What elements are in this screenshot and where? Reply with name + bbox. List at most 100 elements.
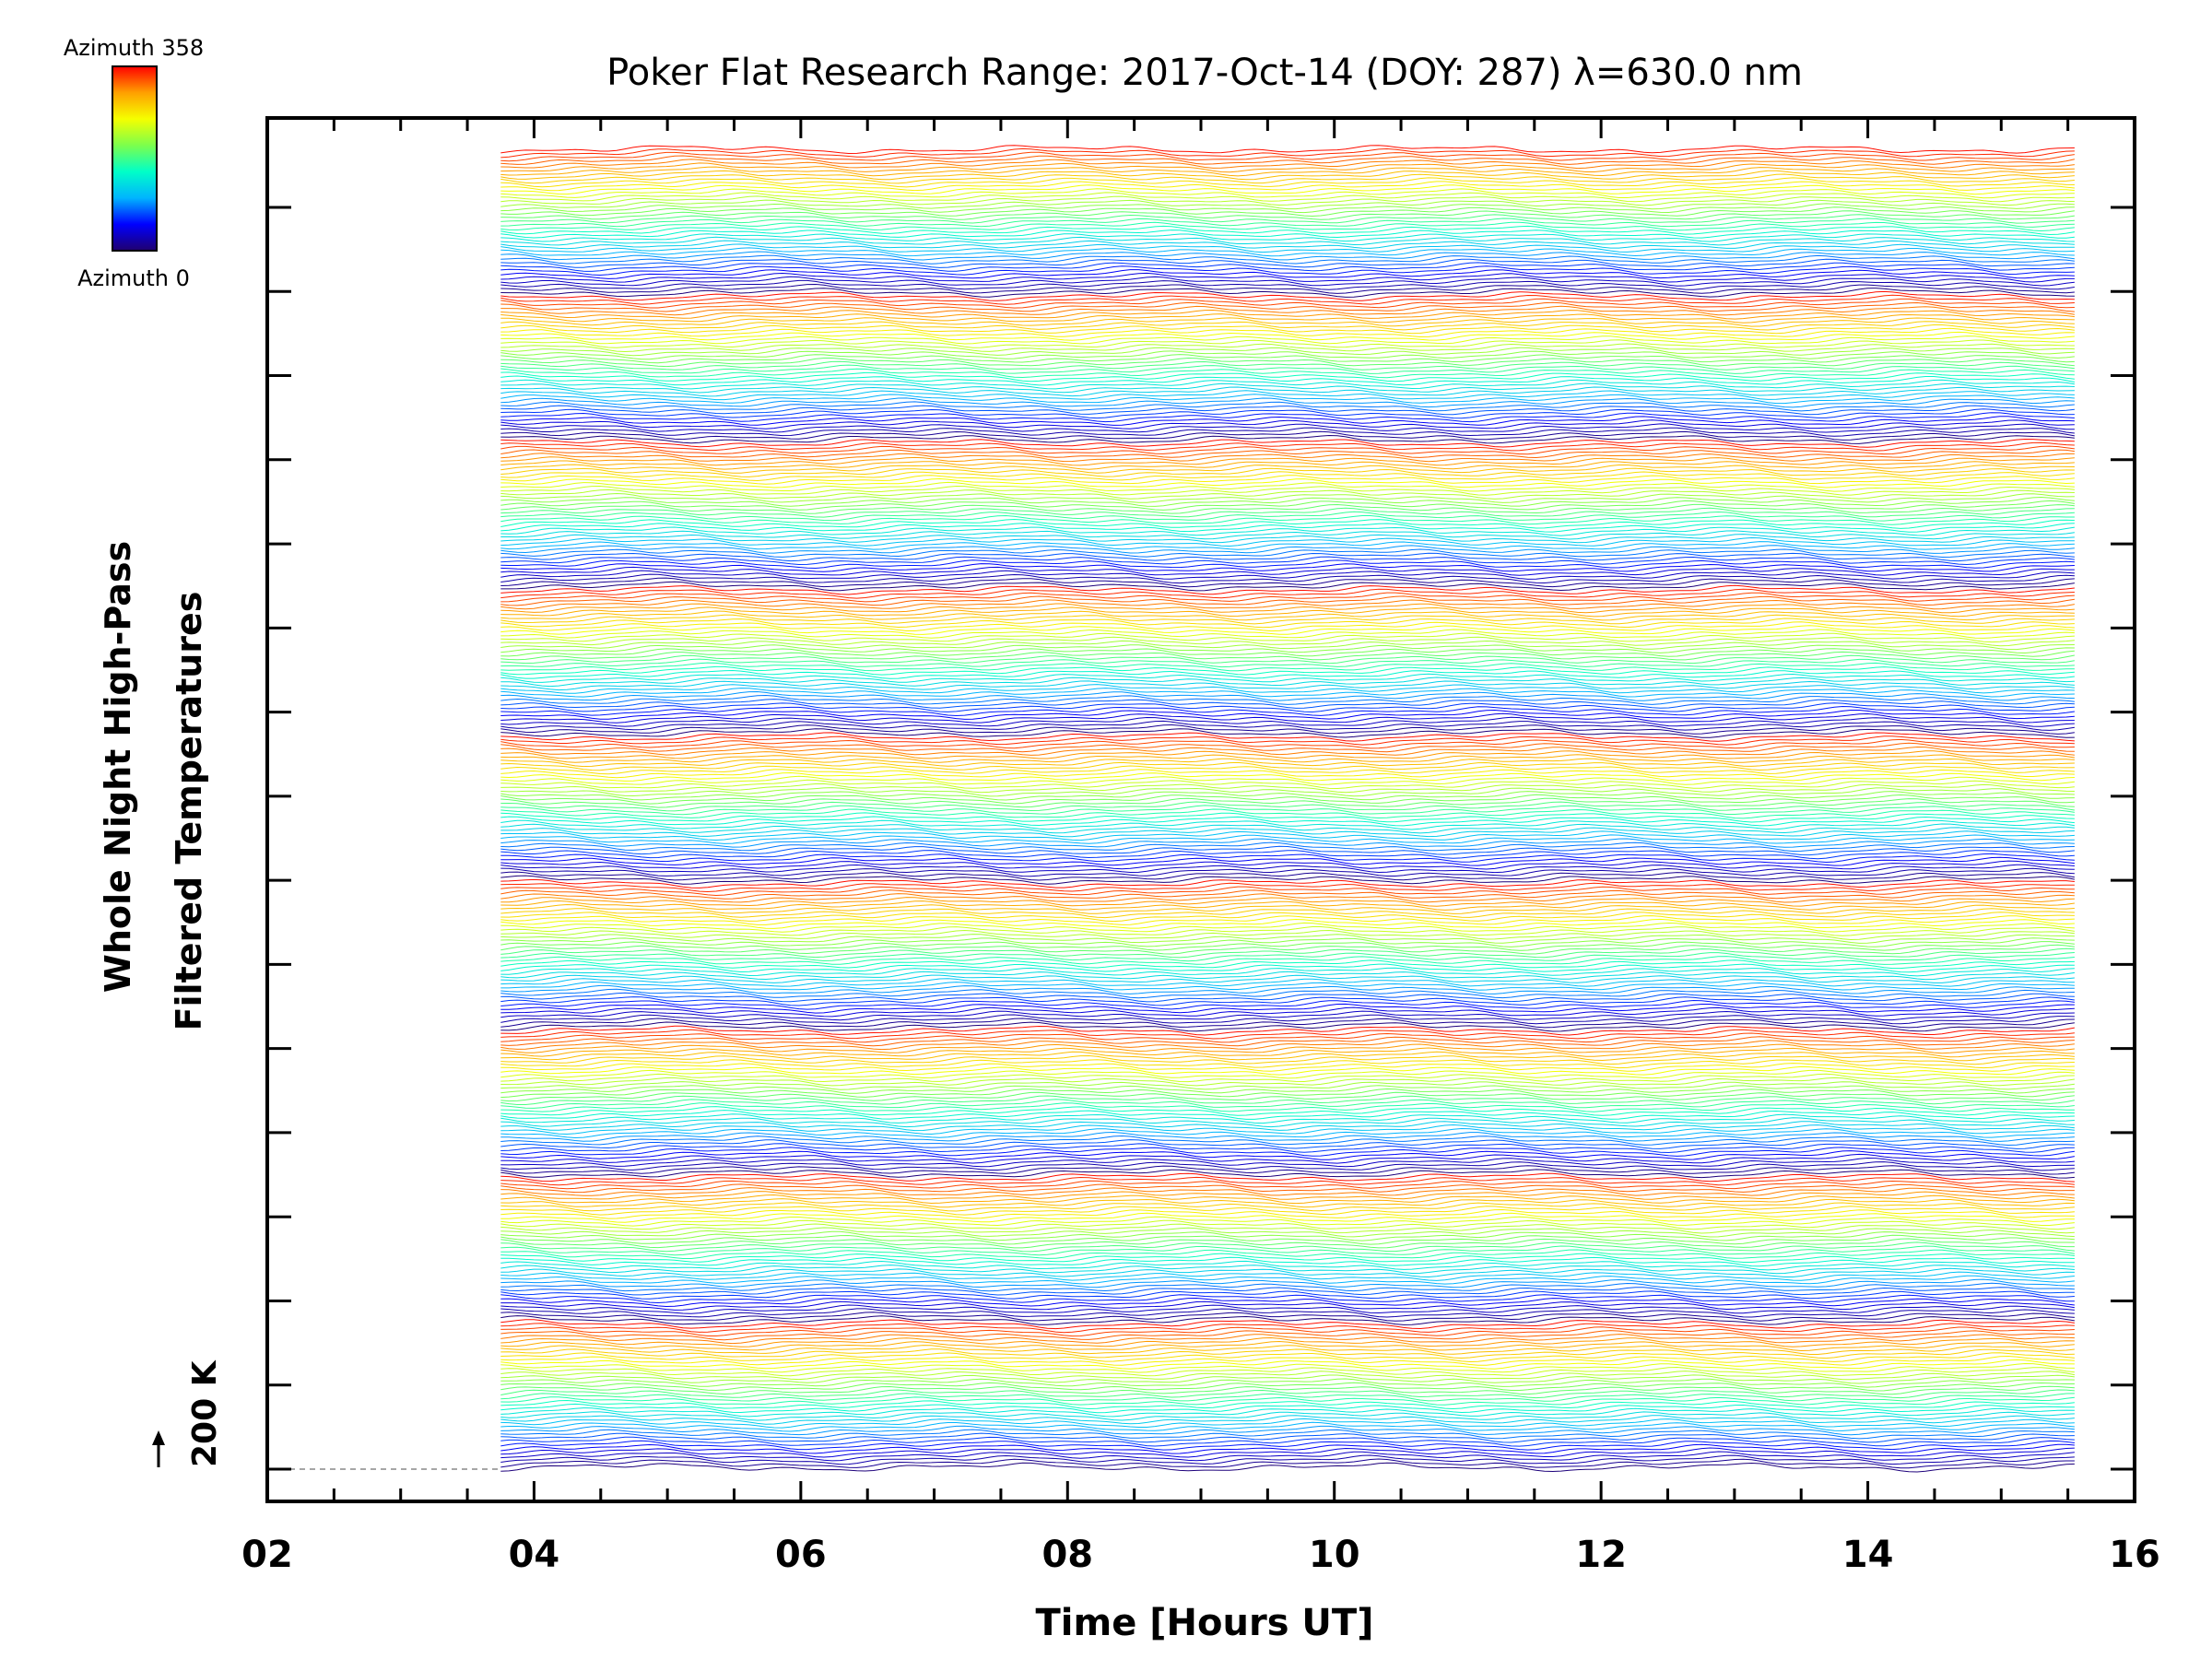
azimuth-trace (500, 188, 2075, 199)
azimuth-trace (500, 981, 2075, 991)
azimuth-trace (500, 912, 2075, 923)
azimuth-trace (500, 536, 2075, 547)
azimuth-trace (500, 771, 2075, 782)
azimuth-trace (500, 886, 2075, 897)
azimuth-trace (500, 794, 2075, 805)
azimuth-trace (500, 438, 2075, 448)
azimuth-trace (500, 632, 2075, 643)
azimuth-trace (500, 746, 2075, 756)
azimuth-trace (500, 1393, 2075, 1402)
azimuth-trace (500, 1399, 2075, 1410)
x-tick-label: 04 (509, 1534, 560, 1576)
azimuth-trace (500, 610, 2075, 621)
azimuth-trace (500, 903, 2075, 914)
azimuth-trace (500, 705, 2075, 717)
chart-title: Poker Flat Research Range: 2017-Oct-14 (… (606, 52, 1803, 94)
azimuth-trace (500, 941, 2075, 951)
azimuth-trace (500, 1003, 2075, 1014)
azimuth-trace (500, 416, 2075, 426)
azimuth-trace (500, 1069, 2075, 1079)
azimuth-trace (500, 1290, 2075, 1300)
azimuth-trace (500, 944, 2075, 955)
azimuth-trace (500, 1219, 2075, 1230)
azimuth-trace (500, 1183, 2075, 1194)
azimuth-trace (500, 1110, 2075, 1120)
azimuth-trace (500, 1040, 2075, 1051)
azimuth-trace (500, 195, 2075, 206)
azimuth-trace (500, 203, 2075, 214)
azimuth-trace (500, 199, 2075, 210)
azimuth-trace (500, 775, 2075, 785)
azimuth-trace (500, 206, 2075, 218)
azimuth-trace (500, 360, 2075, 371)
azimuth-trace (500, 477, 2075, 488)
azimuth-trace (500, 262, 2075, 272)
azimuth-trace (500, 812, 2075, 823)
azimuth-trace (500, 926, 2075, 936)
azimuth-trace (500, 1421, 2075, 1432)
azimuth-trace (500, 882, 2075, 893)
azimuth-trace (500, 1036, 2075, 1047)
azimuth-trace (500, 375, 2075, 386)
azimuth-trace (500, 523, 2075, 533)
azimuth-trace (500, 1418, 2075, 1429)
azimuth-trace (500, 467, 2075, 477)
azimuth-trace (500, 841, 2075, 853)
azimuth-trace (500, 937, 2075, 947)
x-tick-label: 14 (1842, 1534, 1894, 1576)
azimuth-trace (500, 1300, 2075, 1311)
azimuth-trace (500, 1265, 2075, 1275)
azimuth-trace (500, 577, 2075, 588)
azimuth-trace (500, 856, 2075, 866)
azimuth-trace (500, 1403, 2075, 1414)
azimuth-trace (500, 155, 2076, 165)
azimuth-trace (500, 1180, 2075, 1190)
azimuth-trace (500, 1340, 2075, 1352)
azimuth-trace (500, 309, 2075, 320)
azimuth-trace (500, 145, 2075, 155)
x-tick-label: 10 (1309, 1534, 1360, 1576)
azimuth-trace (500, 1227, 2075, 1238)
azimuth-trace (500, 1352, 2075, 1363)
azimuth-trace (500, 1014, 2075, 1025)
azimuth-trace (500, 805, 2075, 816)
azimuth-trace (500, 390, 2075, 401)
azimuth-trace (500, 959, 2075, 970)
azimuth-trace (500, 915, 2075, 925)
azimuth-trace (500, 1454, 2075, 1465)
azimuth-trace (500, 394, 2075, 405)
azimuth-trace (500, 1282, 2075, 1292)
azimuth-trace (500, 1374, 2075, 1384)
azimuth-trace (500, 166, 2075, 177)
azimuth-traces (500, 145, 2076, 1473)
azimuth-trace (500, 1157, 2075, 1168)
azimuth-trace (500, 445, 2075, 455)
azimuth-trace (500, 1407, 2075, 1418)
azimuth-trace (500, 556, 2075, 566)
azimuth-trace (500, 984, 2075, 994)
azimuth-trace (500, 584, 2075, 595)
azimuth-trace (500, 1063, 2075, 1072)
azimuth-trace (500, 1194, 2075, 1205)
azimuth-trace (500, 192, 2075, 203)
azimuth-trace (500, 684, 2075, 694)
azimuth-trace (500, 845, 2075, 856)
azimuth-trace (500, 947, 2075, 959)
azimuth-trace (500, 357, 2075, 368)
azimuth-trace (500, 354, 2075, 364)
azimuth-trace (500, 864, 2075, 874)
azimuth-trace (500, 1153, 2075, 1164)
azimuth-trace (500, 339, 2075, 348)
azimuth-trace (500, 897, 2075, 907)
azimuth-trace (500, 1176, 2075, 1186)
azimuth-trace (500, 797, 2075, 808)
azimuth-trace (500, 1436, 2075, 1447)
azimuth-trace (500, 151, 2075, 162)
azimuth-trace (500, 1253, 2075, 1263)
azimuth-trace (500, 834, 2075, 844)
azimuth-trace (500, 1308, 2075, 1318)
azimuth-trace (500, 1102, 2075, 1112)
azimuth-trace (500, 218, 2075, 228)
azimuth-trace (500, 408, 2075, 419)
azimuth-trace (500, 709, 2075, 720)
